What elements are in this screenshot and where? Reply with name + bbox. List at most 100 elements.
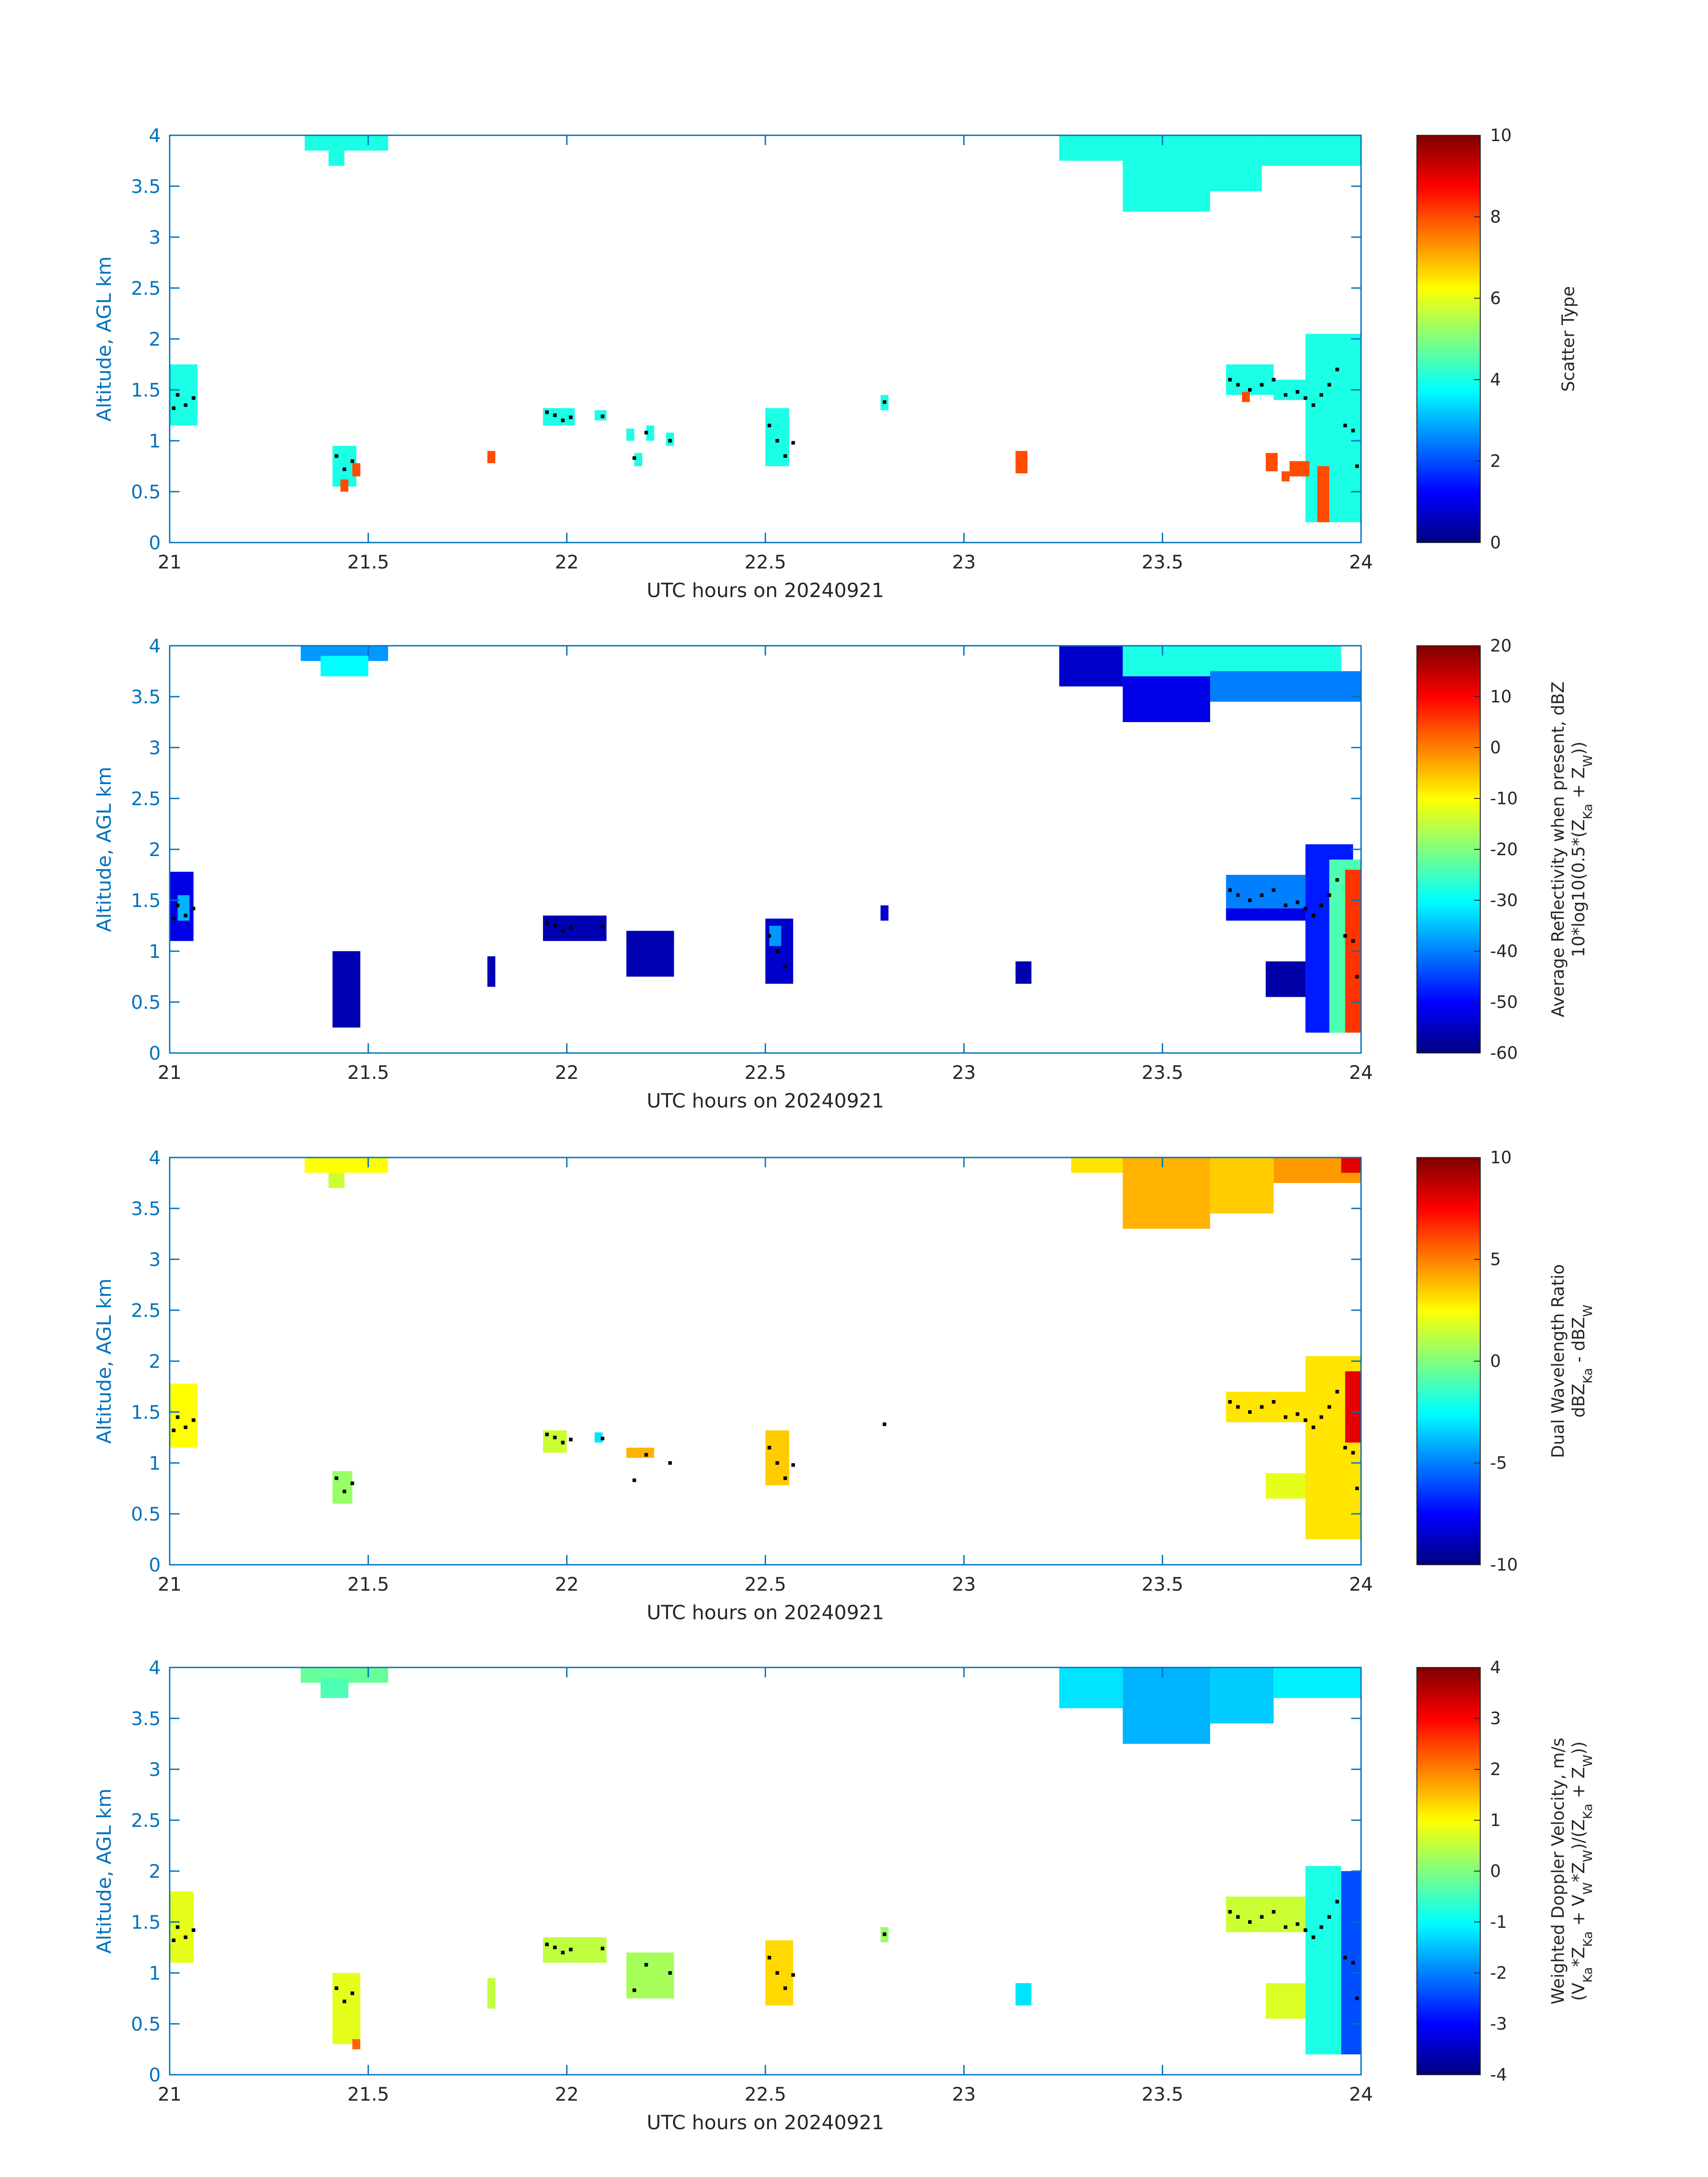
colorbar-step [1417, 332, 1480, 336]
colorbar-step [1417, 1830, 1480, 1834]
colorbar-step [1417, 269, 1480, 273]
colorbar-step [1417, 2011, 1480, 2015]
y-tick-label: 0.5 [131, 481, 161, 503]
colorbar-step [1417, 2027, 1480, 2031]
data-cell-region [487, 1978, 496, 2009]
colorbar-step [1417, 399, 1480, 403]
colorbar-step [1417, 1240, 1480, 1244]
cloud-base-marker [783, 1476, 787, 1480]
colorbar-step [1417, 1492, 1480, 1496]
cloud-base-marker [175, 393, 180, 397]
y-tick-label: 0 [149, 2064, 161, 2086]
colorbar-step [1417, 294, 1480, 298]
colorbar-step [1417, 919, 1480, 923]
data-cell-region [1210, 1667, 1274, 1724]
colorbar-step [1417, 811, 1480, 815]
colorbar-step [1417, 1718, 1480, 1722]
colorbar-step [1417, 501, 1480, 505]
colorbar-step [1417, 1507, 1480, 1511]
colorbar-step [1417, 977, 1480, 981]
colorbar-step [1417, 1450, 1480, 1454]
colorbar-step [1417, 970, 1480, 974]
cloud-base-marker [351, 1481, 355, 1485]
colorbar-step [1417, 192, 1480, 196]
colorbar-step [1417, 1855, 1480, 1859]
colorbar-step [1417, 1558, 1480, 1562]
colorbar-step [1417, 1941, 1480, 1945]
colorbar-step [1417, 288, 1480, 292]
cloud-base-marker [553, 414, 557, 417]
colorbar-step [1417, 1817, 1480, 1821]
colorbar-step [1417, 744, 1480, 748]
colorbar-step [1417, 1456, 1480, 1460]
colorbar-step [1417, 1199, 1480, 1203]
colorbar-step [1417, 1383, 1480, 1387]
cloud-base-marker [351, 459, 355, 463]
colorbar: -60 -50 -40 -30 -20 -10 0 10 20 Average Reflectiv… [1416, 636, 1595, 1063]
colorbar-step [1417, 782, 1480, 786]
cloud-base-marker [601, 1437, 605, 1441]
colorbar-step [1417, 1696, 1480, 1700]
y-tick-label: 2 [149, 328, 161, 350]
data-cell-region [543, 915, 607, 941]
colorbar-tick-label: 0 [1490, 1351, 1501, 1371]
colorbar-step [1417, 1173, 1480, 1177]
data-cell-region [594, 410, 607, 421]
colorbar-step [1417, 1737, 1480, 1741]
y-tick-label: 2.5 [131, 1300, 161, 1321]
colorbar-step [1417, 961, 1480, 965]
colorbar-step [1417, 1034, 1480, 1038]
colorbar-step [1417, 1234, 1480, 1238]
colorbar-step [1417, 1823, 1480, 1827]
y-axis-label: Altitude, AGL km [93, 256, 116, 422]
colorbar-step [1417, 1798, 1480, 1802]
cloud-base-marker [632, 1988, 636, 1992]
colorbar-step [1417, 495, 1480, 499]
colorbar-step [1417, 926, 1480, 930]
cloud-base-marker [644, 1453, 648, 1457]
cloud-base-marker [1320, 1415, 1324, 1419]
colorbar-step [1417, 1348, 1480, 1352]
colorbar-step [1417, 463, 1480, 467]
colorbar-step [1417, 929, 1480, 933]
colorbar-step [1417, 1441, 1480, 1445]
cloud-base-marker [1343, 1956, 1347, 1960]
colorbar-step [1417, 671, 1480, 675]
colorbar-step [1417, 916, 1480, 920]
colorbar-step [1417, 1272, 1480, 1276]
cloud-base-marker [783, 454, 787, 458]
colorbar-step [1417, 1779, 1480, 1783]
y-tick-label: 3.5 [131, 175, 161, 197]
cloud-base-marker [1327, 1405, 1331, 1409]
colorbar-step [1417, 1237, 1480, 1241]
cloud-base-marker [1295, 1922, 1299, 1926]
y-tick-label: 0 [149, 1042, 161, 1064]
colorbar-step [1417, 199, 1480, 203]
colorbar-tick-label: -60 [1490, 1043, 1518, 1063]
colorbar-step [1417, 1374, 1480, 1378]
colorbar-step [1417, 1431, 1480, 1435]
cloud-base-marker [175, 1925, 180, 1929]
panel-dual_wavelength_ratio: 21 21.5 22 22.5 23 23.5 2400.511.522.533.54UTC… [93, 1147, 1595, 1624]
data-cell-region [1341, 1157, 1361, 1173]
colorbar-step [1417, 766, 1480, 770]
colorbar-step [1417, 218, 1480, 222]
cloud-base-marker [553, 1436, 557, 1439]
colorbar-step [1417, 827, 1480, 831]
colorbar-step [1417, 2039, 1480, 2043]
colorbar-step [1417, 1031, 1480, 1035]
colorbar-step [1417, 1909, 1480, 1913]
colorbar-step [1417, 1011, 1480, 1015]
colorbar-step [1417, 157, 1480, 161]
data-cell-region [1226, 1897, 1306, 1932]
y-tick-label: 3 [149, 737, 161, 759]
data-cell-region [170, 1383, 198, 1448]
colorbar-step [1417, 326, 1480, 330]
colorbar-step [1417, 655, 1480, 659]
cloud-base-marker [1311, 403, 1315, 407]
colorbar-step [1417, 1529, 1480, 1534]
colorbar-step [1417, 1561, 1480, 1565]
cloud-base-marker [668, 1461, 672, 1465]
cloud-base-marker [775, 949, 779, 953]
colorbar-step [1417, 2068, 1480, 2072]
